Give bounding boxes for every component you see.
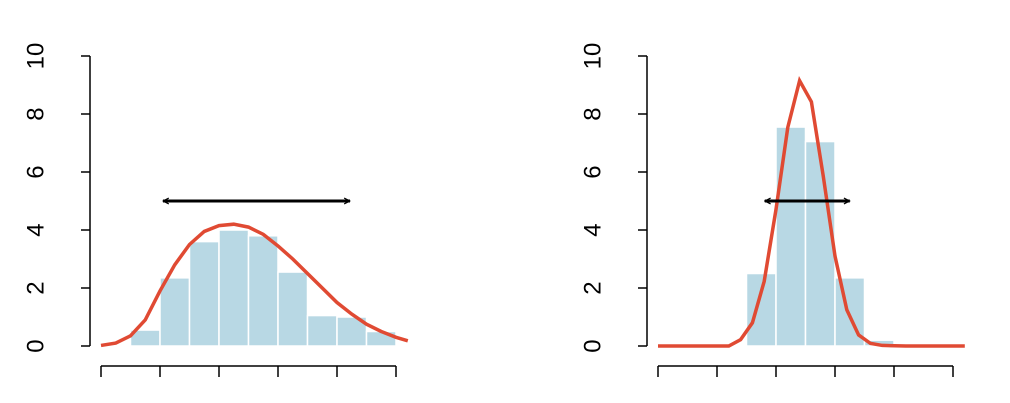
- y-tick-label: 4: [579, 223, 606, 236]
- bar: [247, 235, 279, 347]
- bar: [365, 330, 397, 347]
- y-tick-label: 4: [22, 223, 49, 236]
- bar: [218, 229, 250, 347]
- y-tick-label: 10: [22, 43, 49, 70]
- bar: [745, 272, 777, 347]
- density-curve: [658, 75, 965, 348]
- y-tick-label: 2: [22, 281, 49, 294]
- density-curve: [100, 222, 409, 348]
- y-tick-label: 8: [22, 107, 49, 120]
- y-tick-label: 0: [579, 339, 606, 352]
- y-tick-label: 0: [22, 339, 49, 352]
- y-tick-label: 6: [22, 165, 49, 178]
- y-tick-label: 6: [579, 165, 606, 178]
- bar: [775, 126, 807, 347]
- y-tick-label: 8: [579, 107, 606, 120]
- bar: [159, 277, 191, 347]
- bar: [188, 240, 220, 347]
- bar: [277, 271, 309, 347]
- y-tick-label: 2: [579, 281, 606, 294]
- bar: [306, 314, 338, 347]
- y-tick-label: 10: [579, 43, 606, 70]
- bar: [804, 140, 836, 347]
